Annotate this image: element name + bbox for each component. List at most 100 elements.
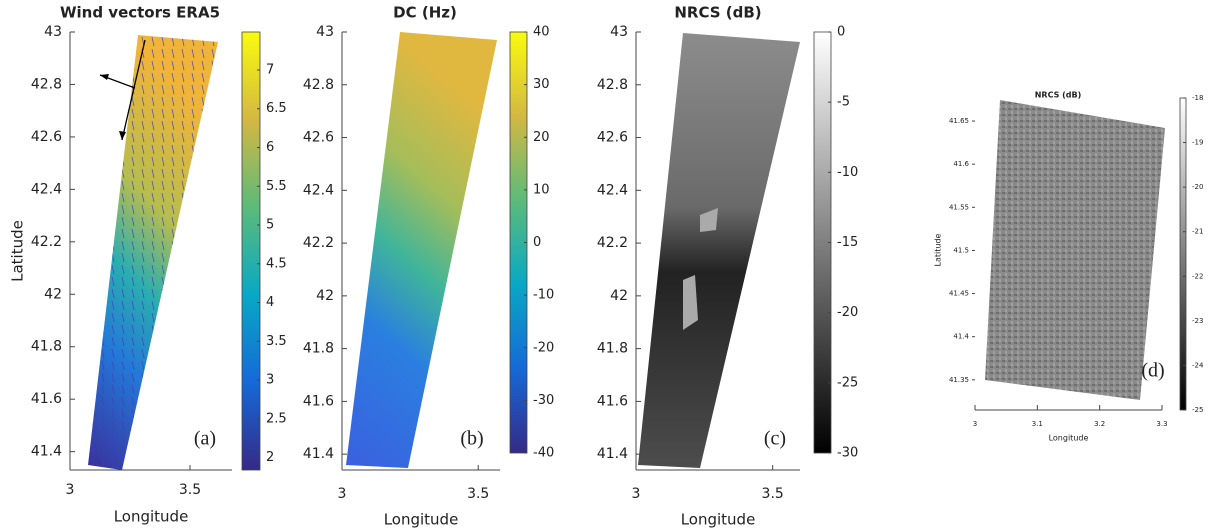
panel-title: DC (Hz) (393, 4, 457, 22)
panel-label: (b) (460, 428, 483, 450)
panel-label: (c) (764, 428, 786, 450)
y-tick-label: 42 (610, 288, 628, 304)
colorbar-tick-label: 7 (266, 62, 274, 77)
y-tick-label: 41.8 (597, 341, 628, 357)
colorbar-tick-label: -25 (1192, 406, 1203, 414)
colorbar-tick-label: -5 (837, 95, 850, 110)
colorbar-tick-label: 30 (533, 77, 550, 92)
y-tick-label: 43 (44, 24, 62, 40)
colorbar-tick-label: -15 (837, 235, 858, 250)
y-tick-label: 42.8 (303, 77, 334, 93)
colorbar-tick-label: 6.5 (266, 101, 287, 116)
y-tick-label: 42.2 (31, 234, 62, 250)
x-tick-label: 3.3 (1156, 420, 1167, 428)
y-tick-label: 41.65 (949, 117, 969, 125)
y-tick-label: 42.2 (303, 235, 334, 251)
y-tick-label: 42.2 (597, 235, 628, 251)
colorbar-tick-label: -18 (1192, 94, 1203, 102)
colorbar-tick-label: 4.5 (266, 256, 287, 271)
y-tick-label: 42.4 (31, 181, 62, 197)
arrow (121, 39, 146, 141)
y-tick-label: 41.6 (597, 393, 628, 409)
x-tick-label: 3.5 (467, 486, 489, 502)
colorbar-tick-label: 6 (266, 140, 274, 155)
colorbar-tick-label: 3.5 (266, 334, 287, 349)
y-tick-label: 42 (44, 286, 62, 302)
x-tick-label: 3 (973, 420, 977, 428)
nrcs-swath (638, 33, 800, 468)
y-tick-label: 41.6 (31, 391, 62, 407)
colorbar-tick-label: -10 (533, 288, 554, 303)
colorbar-tick-label: 20 (533, 130, 550, 145)
panel-label: (d) (1141, 360, 1164, 382)
colorbar-tick-label: -25 (837, 375, 858, 390)
y-tick-label: 41.55 (949, 203, 969, 211)
colorbar-tick-label: 0 (837, 25, 845, 40)
colorbar-tick-label: -30 (533, 393, 554, 408)
x-axis-label: Longitude (681, 511, 756, 529)
panel-label: (a) (194, 428, 216, 450)
y-tick-label: 41.45 (949, 290, 969, 298)
x-axis-label: Longitude (384, 511, 459, 529)
y-tick-label: 43 (316, 24, 334, 40)
y-tick-label: 42.4 (303, 182, 334, 198)
y-axis-label: Latitude (9, 220, 27, 282)
y-tick-label: 42 (316, 288, 334, 304)
x-axis-label: Longitude (114, 508, 189, 526)
colorbar (1179, 97, 1187, 411)
colorbar-tick-label: -22 (1192, 272, 1203, 280)
swaths (88, 32, 1165, 470)
nrcs-zoom-swath (985, 100, 1165, 400)
y-tick-label: 41.6 (303, 393, 334, 409)
colorbar-tick-label: 2 (266, 450, 274, 465)
y-tick-label: 41.4 (953, 333, 969, 341)
x-tick-label: 3.1 (1032, 420, 1043, 428)
colorbar-tick-label: 3 (266, 373, 274, 388)
arrow-head (100, 74, 126, 140)
panel-title: NRCS (dB) (674, 4, 761, 22)
colorbar-tick-label: 4 (266, 295, 274, 310)
colorbar-tick-label: -23 (1192, 317, 1203, 325)
colorbar-tick-label: 5.5 (266, 179, 287, 194)
y-tick-label: 42.8 (31, 76, 62, 92)
colorbar-tick-label: 10 (533, 182, 550, 197)
wind-vectors (88, 35, 218, 470)
x-axis-label: Longitude (1049, 434, 1089, 443)
colorbar-tick-label: -20 (1192, 183, 1203, 191)
colorbar-tick-label: 0 (533, 235, 541, 250)
y-tick-label: 43 (610, 24, 628, 40)
y-axis-label: Latitude (934, 233, 943, 266)
y-tick-label: 41.4 (31, 444, 62, 460)
y-tick-label: 41.6 (953, 160, 969, 168)
y-tick-label: 41.4 (303, 446, 334, 462)
colorbar-tick-label: -21 (1192, 228, 1203, 236)
colorbar-tick-label: -20 (533, 340, 554, 355)
dc-swath (346, 32, 497, 468)
x-tick-label: 3.2 (1094, 420, 1105, 428)
y-tick-label: 42.6 (597, 130, 628, 146)
colorbar-tick-label: -40 (533, 446, 554, 461)
colorbar-tick-label: 5 (266, 218, 274, 233)
panel-title: NRCS (dB) (1035, 91, 1082, 100)
y-tick-label: 41.35 (949, 376, 969, 384)
colorbar-tick-label: 2.5 (266, 411, 287, 426)
x-tick-label: 3.5 (179, 482, 201, 498)
y-tick-label: 42.6 (31, 129, 62, 145)
y-tick-label: 42.4 (597, 182, 628, 198)
colorbar-tick-label: 40 (533, 25, 550, 40)
x-tick-label: 3 (632, 486, 641, 502)
y-tick-label: 41.8 (303, 341, 334, 357)
colorbar-tick-label: -19 (1192, 139, 1203, 147)
x-tick-label: 3 (66, 482, 75, 498)
colorbar (241, 31, 261, 471)
panel-title: Wind vectors ERA5 (60, 4, 220, 22)
y-tick-label: 41.4 (597, 446, 628, 462)
colorbar-tick-label: -30 (837, 446, 858, 461)
land (683, 208, 718, 330)
y-tick-label: 42.6 (303, 130, 334, 146)
colorbar-tick-label: -20 (837, 305, 858, 320)
colorbar-tick-label: -24 (1192, 361, 1204, 369)
colorbar-tick-label: -10 (837, 165, 858, 180)
x-tick-label: 3.5 (762, 486, 784, 502)
